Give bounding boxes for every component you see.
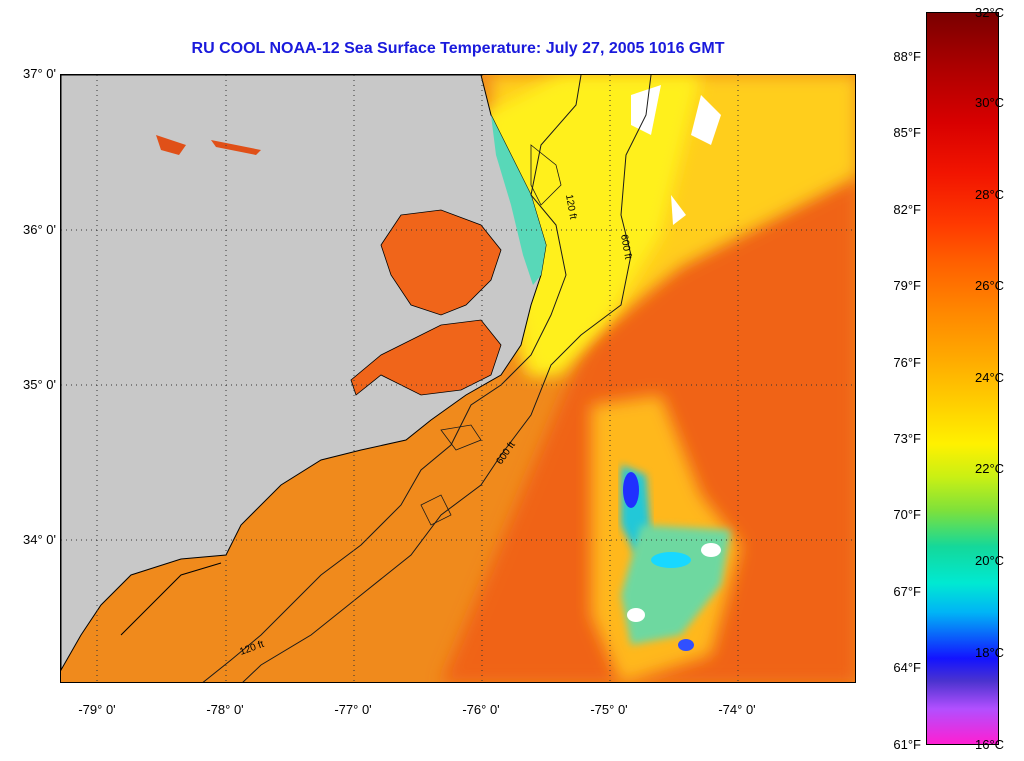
cold-core-south-2: [678, 639, 694, 651]
nearshore-cool-band: [491, 115, 546, 285]
contour-120ft-eddy-3: [440, 424, 482, 451]
cold-filament-south: [621, 525, 731, 645]
sst-map-canvas: 120 ft 600 ft 600 ft 120 ft: [61, 75, 855, 682]
lat-label-34: 34° 0': [23, 532, 56, 547]
lat-label-37: 37° 0': [23, 66, 56, 81]
colorbar-label-24c: 24°C: [975, 370, 1005, 385]
lon-label-78: -78° 0': [206, 702, 244, 717]
colorbar-label-30c: 30°C: [975, 95, 1005, 110]
colorbar-label-79f: 79°F: [893, 278, 921, 293]
cold-core-south-1: [651, 552, 691, 568]
contour-600ft: [242, 75, 652, 682]
cloud-patch-5: [671, 195, 686, 225]
colorbar-label-22c: 22°C: [975, 461, 1005, 476]
colorbar-label-67f: 67°F: [893, 584, 921, 599]
lon-label-77: -77° 0': [334, 702, 372, 717]
colorbar-label-20c: 20°C: [975, 553, 1005, 568]
cloud-patch-1: [701, 543, 721, 557]
sst-map[interactable]: 120 ft 600 ft 600 ft 120 ft: [60, 74, 856, 683]
cloud-patch-3: [631, 85, 661, 135]
contour-120ft-eddy-1: [530, 144, 562, 206]
temperature-colorbar: [926, 12, 999, 745]
colorbar-label-32c: 32°C: [975, 5, 1005, 20]
colorbar-label-61f: 61°F: [893, 737, 921, 752]
lon-label-74: -74° 0': [718, 702, 756, 717]
shelf-cool-water: [481, 75, 701, 375]
colorbar-label-76f: 76°F: [893, 355, 921, 370]
contour-label-120ft: 120 ft: [563, 194, 578, 221]
lat-label-36: 36° 0': [23, 222, 56, 237]
albemarle-sound: [380, 209, 502, 316]
colorbar-label-16c: 16°C: [975, 737, 1005, 752]
colorbar-label-73f: 73°F: [893, 431, 921, 446]
contour-120ft: [202, 75, 582, 682]
lon-label-75: -75° 0': [590, 702, 628, 717]
page-title: RU COOL NOAA-12 Sea Surface Temperature:…: [191, 40, 725, 57]
contour-label-600ft: 600 ft: [618, 234, 633, 261]
inland-lake-1: [156, 135, 186, 155]
coastline-south: [120, 562, 222, 636]
lon-label-76: -76° 0': [462, 702, 500, 717]
cloud-patch-4: [691, 95, 721, 145]
inland-lake-2: [211, 140, 261, 155]
colorbar-label-70f: 70°F: [893, 507, 921, 522]
colorbar-label-64f: 64°F: [893, 660, 921, 675]
colorbar-label-85f: 85°F: [893, 125, 921, 140]
contour-120ft-eddy-2: [420, 494, 452, 526]
lon-label-79: -79° 0': [78, 702, 116, 717]
colorbar-label-28c: 28°C: [975, 187, 1005, 202]
cold-core-north: [623, 472, 639, 508]
colorbar-label-82f: 82°F: [893, 202, 921, 217]
colorbar-label-26c: 26°C: [975, 278, 1005, 293]
cloud-patch-2: [627, 608, 645, 622]
lat-label-35: 35° 0': [23, 377, 56, 392]
colorbar-label-18c: 18°C: [975, 645, 1005, 660]
colorbar-label-88f: 88°F: [893, 49, 921, 64]
